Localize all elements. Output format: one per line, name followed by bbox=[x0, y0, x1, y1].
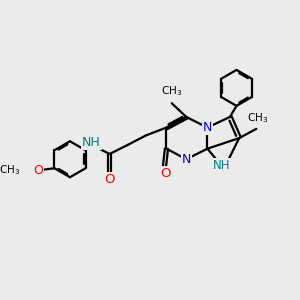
Text: O: O bbox=[104, 173, 115, 186]
Text: CH$_3$: CH$_3$ bbox=[247, 111, 268, 125]
Text: N: N bbox=[203, 121, 212, 134]
Text: NH: NH bbox=[82, 136, 100, 148]
Text: CH$_3$: CH$_3$ bbox=[0, 164, 20, 177]
Text: O: O bbox=[33, 164, 43, 177]
Text: N: N bbox=[182, 153, 191, 166]
Text: NH: NH bbox=[213, 159, 231, 172]
Text: CH$_3$: CH$_3$ bbox=[160, 85, 182, 98]
Text: O: O bbox=[160, 167, 171, 180]
